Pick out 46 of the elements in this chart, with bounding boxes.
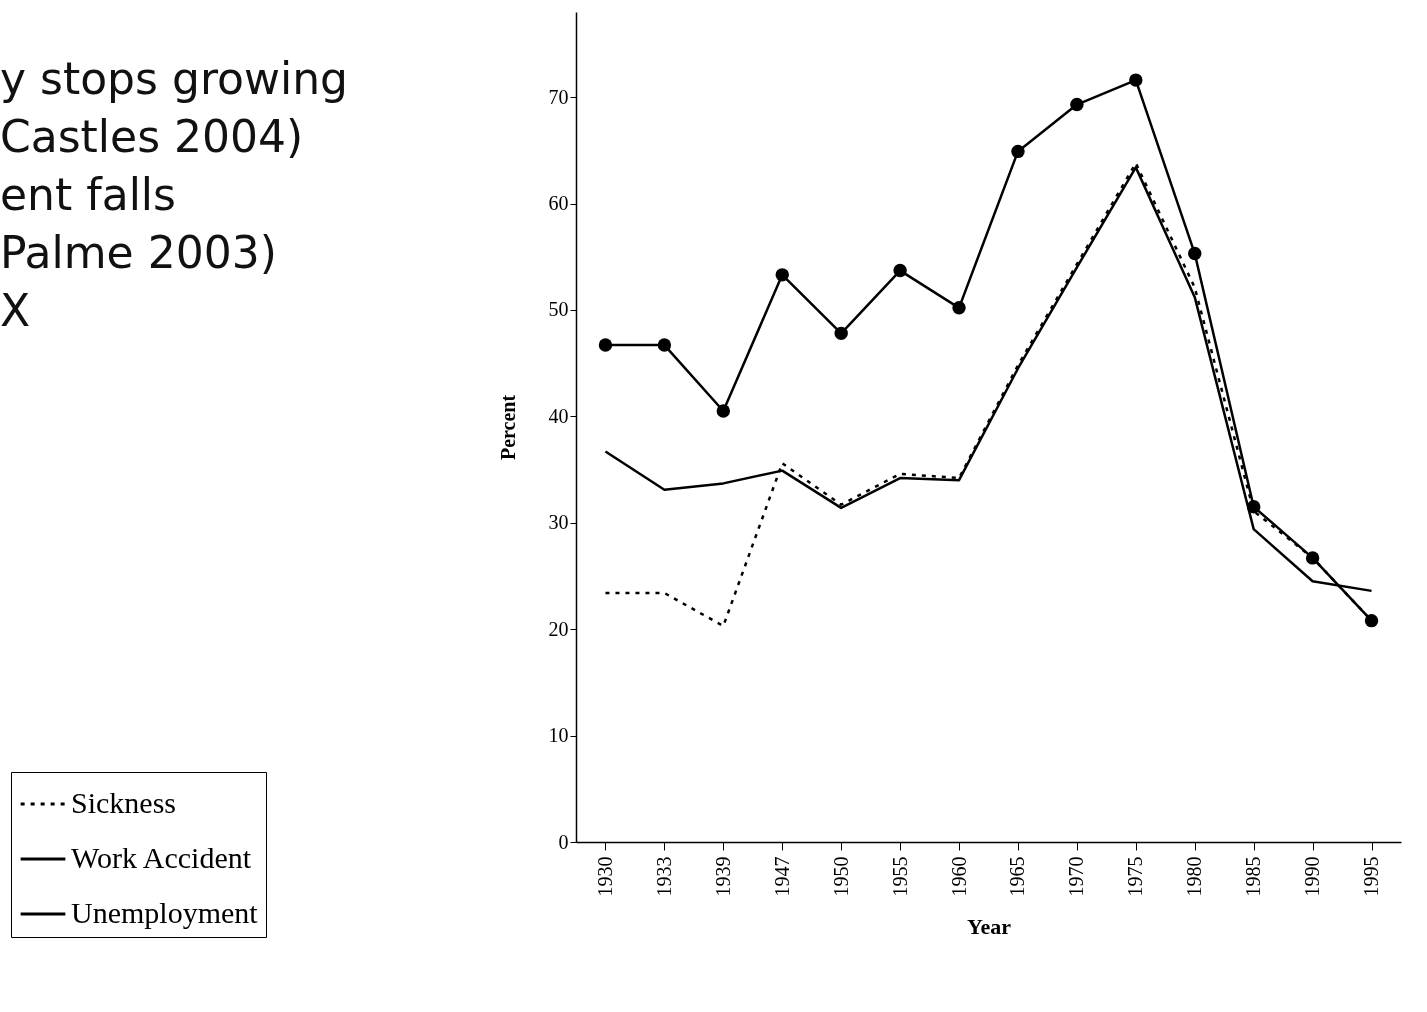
y-tick-label: 0 [558,830,569,853]
y-tick-label: 20 [548,617,569,640]
point [598,338,613,352]
x-tick-label: 1939 [711,856,734,897]
text: Palme 2003) [0,226,278,280]
point [1011,144,1025,159]
legend-label: Unemployment [71,896,259,929]
x-tick-label: 1955 [888,856,911,897]
y-tick-label: 60 [548,192,569,215]
text: X [0,284,32,338]
x-tick-label: 1995 [1360,856,1383,897]
text: ent falls [0,168,178,222]
point [1305,551,1320,565]
x-tick-label: 1950 [829,856,852,897]
point [952,301,966,315]
x-axis-title: Year [967,913,1012,939]
y-tick-label: 10 [548,724,569,747]
point [1246,500,1261,514]
y-tick-label: 40 [548,404,569,427]
x-tick-label: 1990 [1301,856,1324,897]
x-tick-label: 1975 [1124,856,1147,897]
y-axis-title: Percent [496,394,519,461]
point [1364,613,1379,628]
point [1129,73,1143,87]
legend-label: Work Accident [71,841,252,874]
x-tick-label: 1960 [947,856,970,897]
point [834,326,848,341]
text: Castles 2004) [0,110,305,164]
point [1070,97,1084,112]
x-tick-label: 1980 [1183,856,1206,897]
x-tick-label: 1947 [770,856,793,897]
point [657,338,672,352]
point [1188,246,1202,261]
legend-label: Sickness [71,786,176,819]
x-tick-label: 1985 [1242,856,1265,897]
x-tick-label: 1965 [1006,856,1029,897]
x-tick-label: 1933 [652,856,675,897]
x-tick-label: 1930 [593,856,616,897]
y-tick-label: 30 [548,511,569,534]
text: y stops growing [0,52,348,106]
x-tick-label: 1970 [1065,856,1088,897]
y-tick-label: 70 [548,85,569,108]
y-tick-label: 50 [548,298,569,321]
point [775,268,789,282]
point [893,263,907,278]
point [716,404,731,418]
